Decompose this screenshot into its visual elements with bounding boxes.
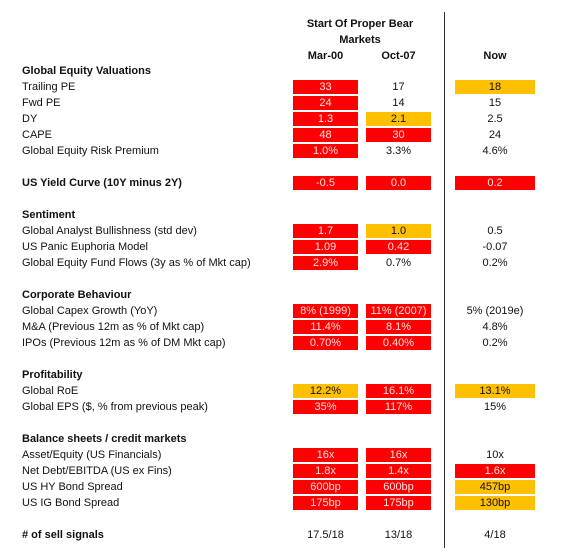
row-label: Global RoE <box>22 385 79 397</box>
section-title: Profitability <box>22 369 83 381</box>
value-cell: 130bp <box>455 496 535 510</box>
value-cell: 0.2% <box>482 337 508 349</box>
value-cell: 48 <box>293 128 358 142</box>
value-cell: 14 <box>392 97 405 109</box>
value-cell: 457bp <box>455 480 535 494</box>
column-header: Now <box>483 50 507 62</box>
value-cell: 2.1 <box>366 112 431 126</box>
value-cell: 24 <box>488 129 502 141</box>
row-label: Net Debt/EBITDA (US ex Fins) <box>22 465 172 477</box>
value-cell: 11.4% <box>293 320 358 334</box>
value-cell: 12.2% <box>293 384 358 398</box>
row-label: Global Equity Fund Flows (3y as % of Mkt… <box>22 257 251 269</box>
value-cell: -0.5 <box>293 176 358 190</box>
value-cell: 600bp <box>366 480 431 494</box>
value-cell: 33 <box>293 80 358 94</box>
value-cell: 0.2 <box>455 176 535 190</box>
value-cell: 1.8x <box>293 464 358 478</box>
value-cell: 16x <box>293 448 358 462</box>
section-title: US Yield Curve (10Y minus 2Y) <box>22 177 182 189</box>
value-cell: 1.6x <box>455 464 535 478</box>
value-cell: 16.1% <box>366 384 431 398</box>
section-title: Sentiment <box>22 209 76 221</box>
value-cell: 15% <box>483 401 507 413</box>
value-cell: 16x <box>366 448 431 462</box>
row-label: US HY Bond Spread <box>22 481 123 493</box>
value-cell: 17.5/18 <box>307 529 344 541</box>
value-cell: 15 <box>488 97 502 109</box>
row-label: M&A (Previous 12m as % of Mkt cap) <box>22 321 205 333</box>
value-cell: 4.6% <box>482 145 508 157</box>
header-title: Start Of Proper Bear Markets <box>306 18 414 46</box>
section-title: Global Equity Valuations <box>22 65 151 77</box>
value-cell: 13.1% <box>455 384 535 398</box>
value-cell: 4.8% <box>482 321 508 333</box>
row-label: CAPE <box>22 129 52 141</box>
row-label: Global EPS ($, % from previous peak) <box>22 401 208 413</box>
value-cell: 1.09 <box>293 240 358 254</box>
row-label: Global Analyst Bullishness (std dev) <box>22 225 197 237</box>
value-cell: 175bp <box>293 496 358 510</box>
value-cell: 0.7% <box>385 257 412 269</box>
row-label: Fwd PE <box>22 97 61 109</box>
row-label: US Panic Euphoria Model <box>22 241 148 253</box>
value-cell: -0.07 <box>482 241 508 253</box>
value-cell: 8.1% <box>366 320 431 334</box>
value-cell: 5% (2019e) <box>466 305 524 317</box>
value-cell: 17 <box>392 81 405 93</box>
value-cell: 175bp <box>366 496 431 510</box>
row-label: Global Capex Growth (YoY) <box>22 305 158 317</box>
value-cell: 8% (1999) <box>293 304 358 318</box>
value-cell: 1.4x <box>366 464 431 478</box>
value-cell: 117% <box>366 400 431 414</box>
row-label: US IG Bond Spread <box>22 497 120 509</box>
value-cell: 0.0 <box>366 176 431 190</box>
value-cell: 0.40% <box>366 336 431 350</box>
value-cell: 24 <box>293 96 358 110</box>
value-cell: 13/18 <box>384 529 413 541</box>
value-cell: 11% (2007) <box>366 304 431 318</box>
value-cell: 0.70% <box>293 336 358 350</box>
row-label: DY <box>22 113 38 125</box>
value-cell: 18 <box>455 80 535 94</box>
section-title: Balance sheets / credit markets <box>22 433 187 445</box>
value-cell: 0.2% <box>482 257 508 269</box>
row-label: Global Equity Risk Premium <box>22 145 159 157</box>
row-label: IPOs (Previous 12m as % of DM Mkt cap) <box>22 337 226 349</box>
column-header: Oct-07 <box>381 50 416 62</box>
value-cell: 10x <box>486 449 504 461</box>
value-cell: 2.5 <box>487 113 503 125</box>
divider <box>444 12 445 548</box>
value-cell: 4/18 <box>484 529 506 541</box>
value-cell: 1.0 <box>366 224 431 238</box>
value-cell: 0.42 <box>366 240 431 254</box>
value-cell: 2.9% <box>293 256 358 270</box>
value-cell: 30 <box>366 128 431 142</box>
value-cell: 1.7 <box>293 224 358 238</box>
value-cell: 600bp <box>293 480 358 494</box>
value-cell: 1.3 <box>293 112 358 126</box>
value-cell: 35% <box>293 400 358 414</box>
section-title: Corporate Behaviour <box>22 289 132 301</box>
row-label: Trailing PE <box>22 81 76 93</box>
column-header: Mar-00 <box>307 50 344 62</box>
row-label: Asset/Equity (US Financials) <box>22 449 162 461</box>
value-cell: 1.0% <box>293 144 358 158</box>
value-cell: 0.5 <box>487 225 503 237</box>
value-cell: 3.3% <box>385 145 412 157</box>
section-title: # of sell signals <box>22 529 104 541</box>
